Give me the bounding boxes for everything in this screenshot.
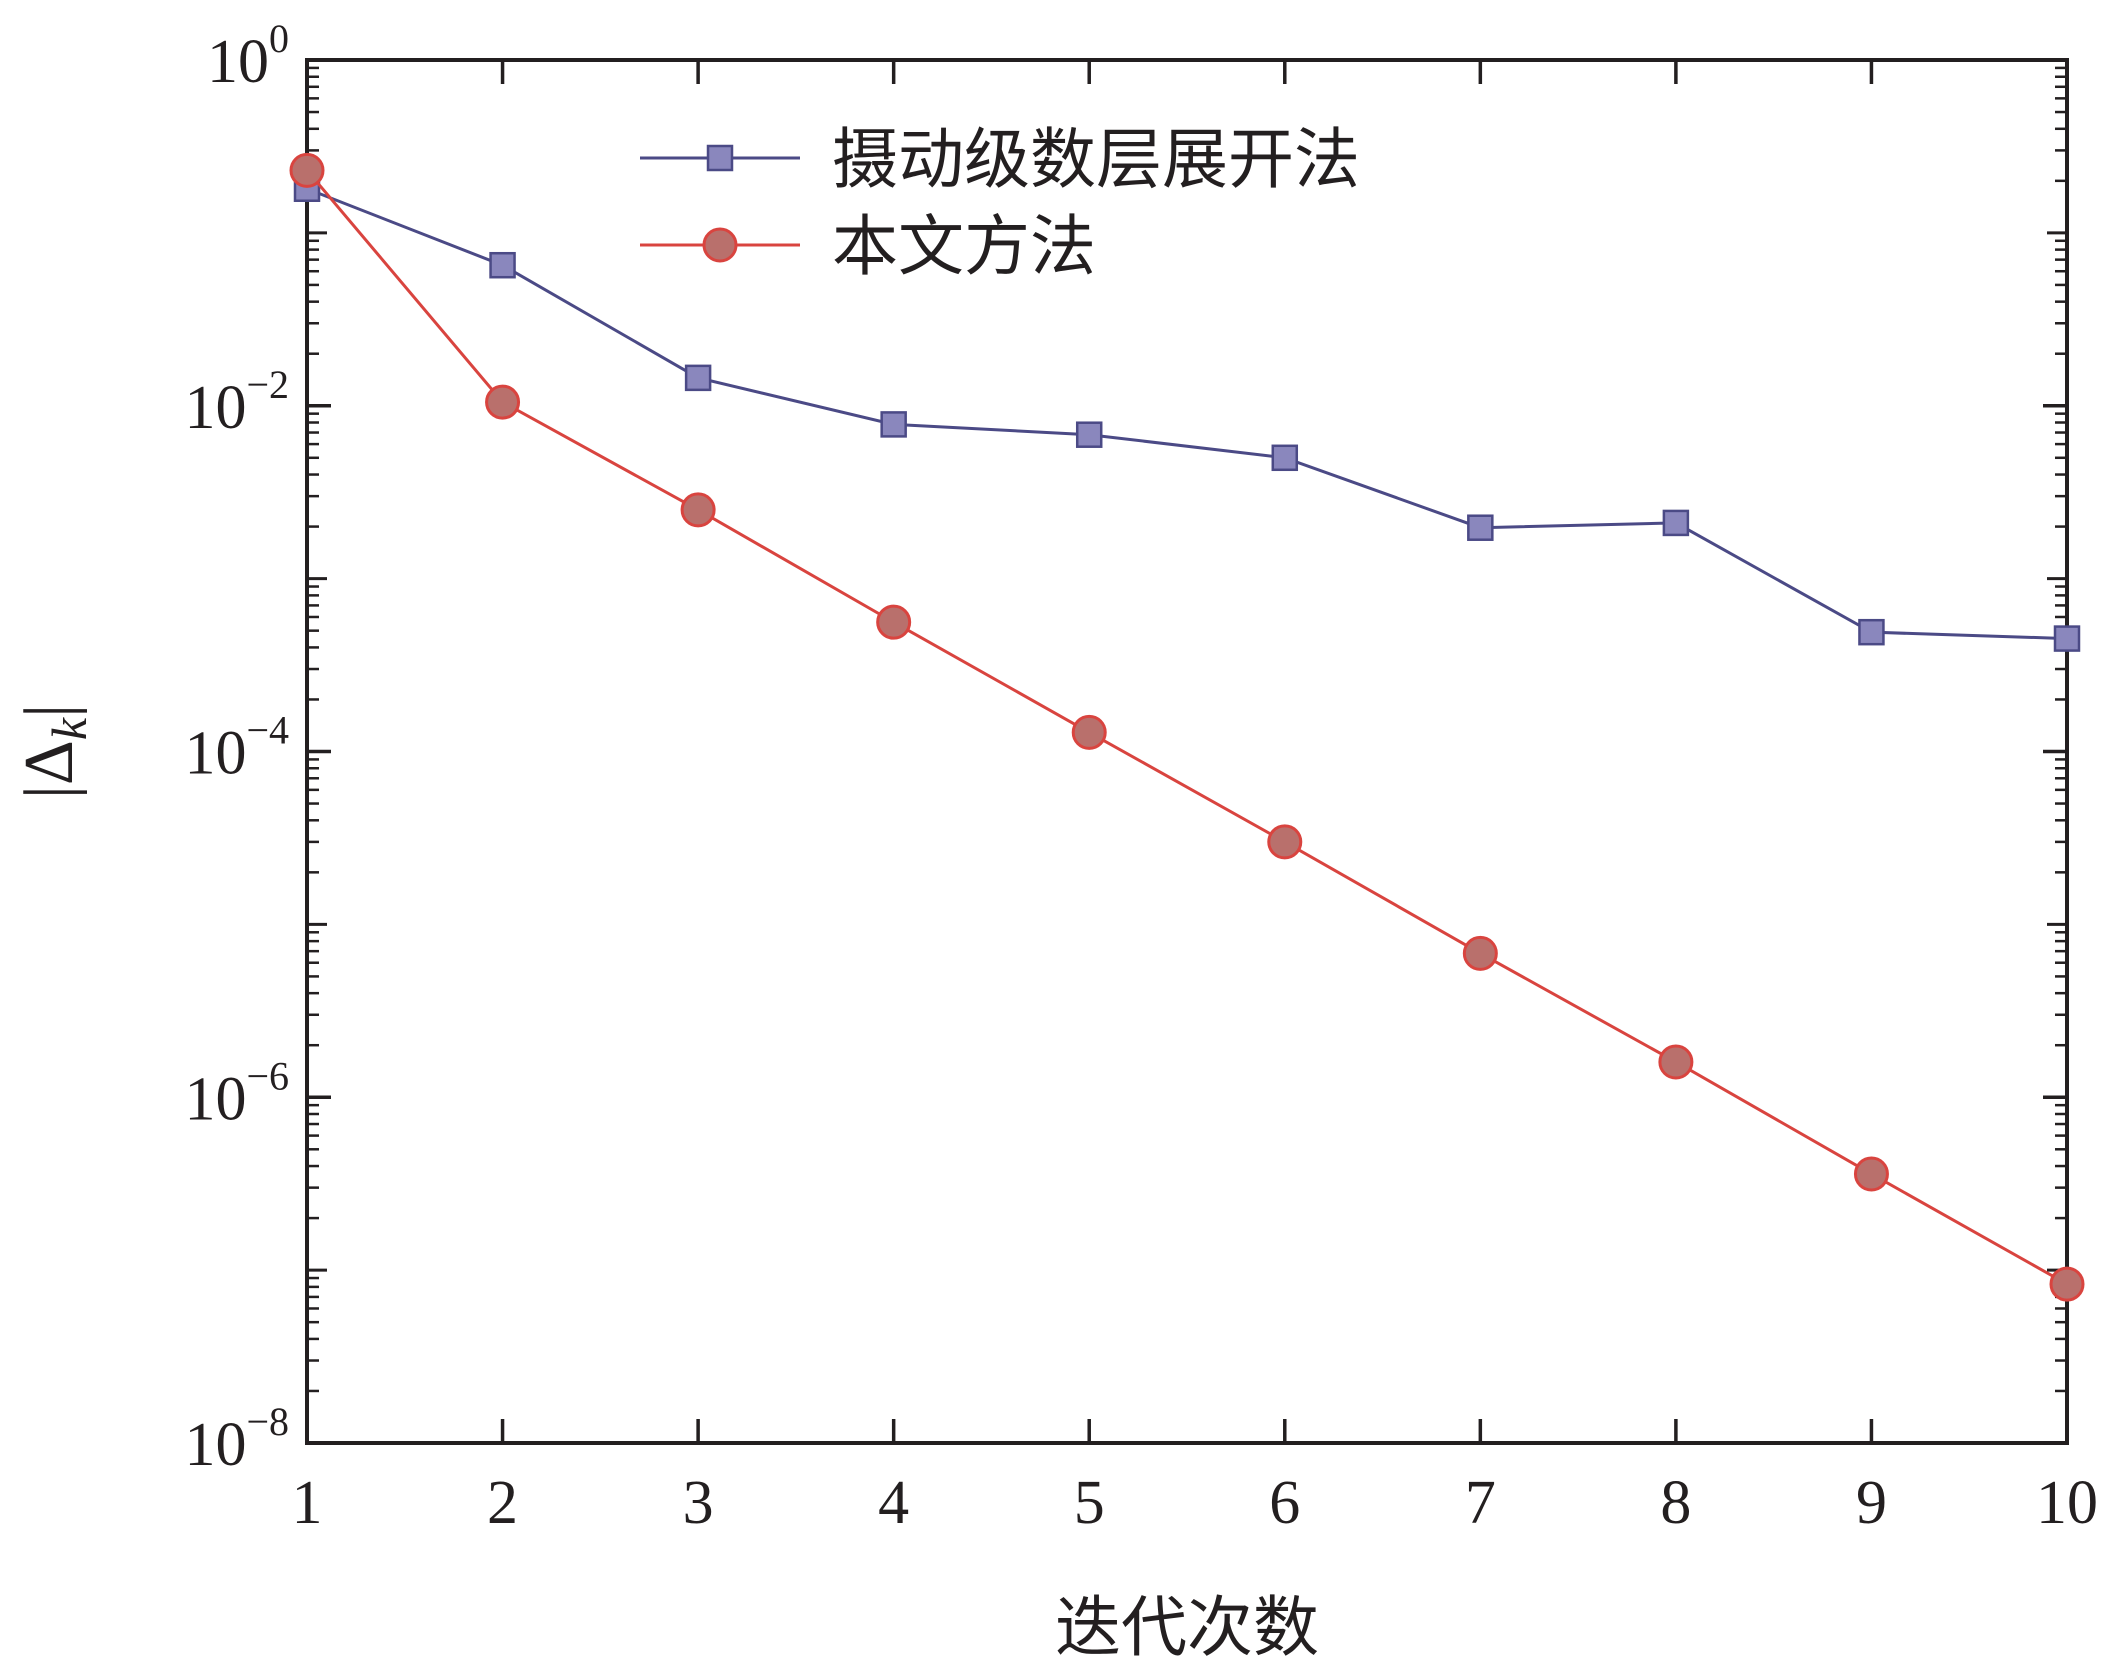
x-tick-label: 10: [2036, 1469, 2098, 1537]
data-point: [1467, 514, 1494, 541]
y-axis-title-end: |: [11, 704, 88, 718]
x-axis-title: 迭代次数: [1055, 1589, 1319, 1666]
data-point: [1853, 1156, 1889, 1192]
data-point: [1462, 935, 1498, 971]
y-tick-label: 10−6: [184, 1053, 289, 1133]
y-tick-label-base: 10: [207, 28, 269, 96]
x-tick-label: 5: [1074, 1469, 1105, 1537]
data-point: [876, 604, 912, 640]
data-point: [1075, 421, 1103, 448]
y-tick-label: 10−2: [184, 362, 289, 442]
plot-frame: [305, 58, 2069, 1445]
legend-label: 摄动级数层展开法: [832, 121, 1360, 198]
data-point: [2053, 625, 2081, 652]
y-tick-label: 10−4: [184, 708, 289, 788]
y-tick-label: 100: [207, 16, 289, 96]
data-point: [1271, 444, 1299, 472]
y-tick-label: 10−8: [184, 1399, 289, 1479]
data-marks: [289, 152, 2085, 1302]
y-axis-title-main: |Δ: [11, 740, 88, 799]
data-point: [1658, 1044, 1694, 1080]
data-point: [684, 364, 712, 392]
y-tick-label-exponent: −6: [246, 1053, 289, 1098]
y-tick-label-base: 10: [184, 720, 246, 788]
data-point: [1071, 714, 1107, 750]
data-point: [289, 152, 325, 188]
y-tick-label-base: 10: [184, 1411, 246, 1479]
x-tick-label: 8: [1660, 1469, 1691, 1537]
y-tick-label-exponent: −4: [246, 708, 289, 753]
x-tick-label: 4: [878, 1469, 909, 1537]
plot-area: [305, 58, 2069, 1445]
data-point: [880, 411, 907, 438]
series-line: [305, 169, 2068, 1286]
y-axis-title-subscript: k: [41, 717, 97, 740]
y-tick-label-exponent: −8: [246, 1399, 289, 1444]
x-tick-label: 3: [683, 1469, 714, 1537]
x-tick-label: 1: [292, 1469, 323, 1537]
y-tick-label-base: 10: [184, 374, 246, 442]
data-point: [1267, 824, 1303, 860]
series-line: [306, 187, 2068, 641]
legend-marker: [706, 144, 734, 172]
y-tick-label-exponent: −2: [246, 362, 289, 407]
x-tick-label: 6: [1269, 1469, 1300, 1537]
x-tick-label: 7: [1465, 1469, 1496, 1537]
x-tick-label: 9: [1856, 1469, 1887, 1537]
y-axis-title: |Δk|: [11, 704, 97, 799]
legend-marker: [702, 227, 738, 263]
y-tick-label-exponent: 0: [269, 16, 289, 61]
data-point: [1662, 509, 1690, 537]
data-point: [2049, 1266, 2085, 1302]
data-point: [489, 251, 516, 279]
data-point: [1858, 618, 1885, 646]
data-point: [485, 384, 521, 420]
legend-label: 本文方法: [832, 208, 1096, 285]
data-point: [680, 492, 716, 528]
x-tick-label: 2: [487, 1469, 518, 1537]
y-tick-label-base: 10: [184, 1065, 246, 1133]
